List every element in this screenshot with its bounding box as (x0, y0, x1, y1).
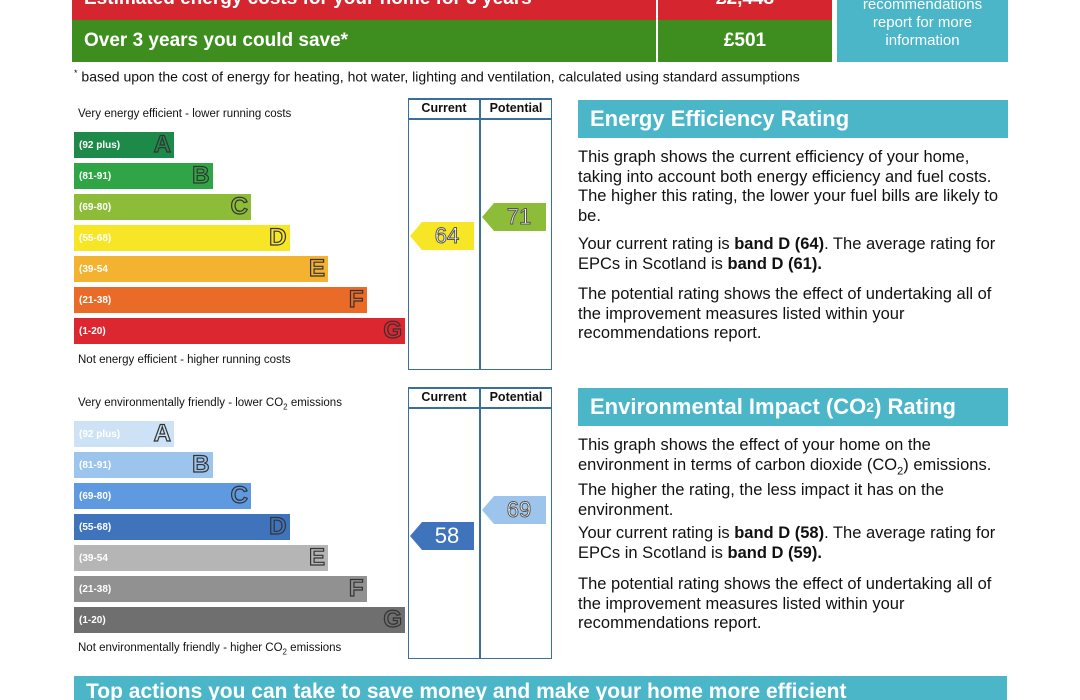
env-potential-arrow: 69 (482, 496, 546, 524)
energy-band-c: (69-80) C (74, 192, 251, 221)
env-paragraph-2: Your current rating is band D (58). The … (578, 524, 996, 562)
energy-band-range: (92 plus) (79, 139, 121, 151)
energy-potential-arrow: 71 (482, 203, 546, 231)
energy-current-value: 64 (434, 223, 460, 249)
env-band-range: (21-38) (79, 583, 112, 595)
footnote: * based upon the cost of energy for heat… (74, 68, 800, 85)
energy-band-letter: F (348, 285, 364, 313)
energy-band-f: (21-38) F (74, 285, 367, 314)
env-paragraph-3: The potential rating shows the effect of… (578, 575, 992, 632)
env-top-label: Very environmentally friendly - lower CO… (78, 397, 342, 412)
env-band-letter: B (192, 450, 211, 478)
env-paragraph-1: This graph shows the effect of your home… (578, 436, 992, 519)
energy-paragraph-3: The potential rating shows the effect of… (578, 285, 992, 342)
env-current-arrow: 58 (410, 522, 474, 550)
energy-current-arrow: 64 (410, 222, 474, 250)
env-band-range: (39-54 (79, 552, 108, 564)
energy-top-label: Very energy efficient - lower running co… (78, 108, 292, 120)
cost-row-savings-label: Over 3 years you could save* (72, 20, 656, 62)
env-band-f: (21-38) F (74, 574, 367, 603)
environmental-impact-chart: Current Potential Very environmentally f… (72, 387, 552, 662)
env-bottom-label: Not environmentally friendly - higher CO… (78, 642, 342, 657)
energy-band-e: (39-54 E (74, 254, 328, 283)
env-band-a: (92 plus) A (74, 419, 174, 448)
energy-band-range: (21-38) (79, 294, 112, 306)
energy-band-a: (92 plus) A (74, 130, 174, 159)
cost-row-savings-value: £501 (658, 20, 832, 62)
energy-col-potential: Potential (489, 101, 543, 115)
env-band-c: (69-80) C (74, 481, 251, 510)
energy-efficiency-chart: Current Potential Very energy efficient … (72, 98, 552, 373)
env-band-letter: G (383, 605, 403, 633)
energy-band-range: (55-68) (79, 232, 112, 244)
env-band-letter: F (348, 574, 364, 602)
cost-row-total: Estimated energy costs for your home for… (72, 0, 832, 20)
env-band-range: (1-20) (79, 614, 106, 626)
energy-band-letter: E (308, 254, 325, 282)
rec-line-2: report for more (872, 14, 973, 31)
energy-band-range: (1-20) (79, 325, 106, 337)
energy-heading: Energy Efficiency Rating (578, 100, 1008, 138)
energy-band-letter: G (383, 316, 403, 344)
energy-col-current: Current (421, 101, 467, 115)
energy-band-b: (81-91) B (74, 161, 213, 190)
energy-band-range: (81-91) (79, 170, 112, 182)
energy-paragraph-2: Your current rating is band D (64). The … (578, 235, 996, 273)
energy-band-letter: C (230, 192, 249, 220)
cost-row-savings: Over 3 years you could save* £501 (72, 20, 832, 62)
env-band-b: (81-91) B (74, 450, 213, 479)
env-band-range: (92 plus) (79, 428, 121, 440)
energy-band-d: (55-68) D (74, 223, 290, 252)
recommendations-note: recommendations report for more informat… (837, 0, 1008, 62)
energy-band-g: (1-20) G (74, 316, 405, 345)
env-current-value: 58 (434, 523, 460, 548)
env-heading: Environmental Impact (CO 2) Rating (578, 388, 1008, 426)
energy-band-range: (39-54 (79, 263, 108, 275)
env-band-e: (39-54 E (74, 543, 328, 572)
footnote-text: based upon the cost of energy for heatin… (81, 68, 800, 85)
energy-band-letter: D (269, 223, 288, 251)
env-band-range: (81-91) (79, 459, 112, 471)
env-band-letter: E (308, 543, 325, 571)
energy-band-letter: A (153, 130, 172, 158)
env-col-potential: Potential (489, 390, 543, 404)
cost-row-total-label: Estimated energy costs for your home for… (72, 0, 656, 20)
cost-row-total-value: £2,448 (658, 0, 832, 20)
env-band-letter: C (230, 481, 249, 509)
energy-paragraph-1: This graph shows the current efficiency … (578, 148, 999, 225)
env-band-letter: A (153, 419, 172, 447)
energy-band-letter: B (192, 161, 211, 189)
env-col-current: Current (421, 390, 467, 404)
top-actions-heading: Top actions you can take to save money a… (74, 676, 1007, 700)
env-band-range: (69-80) (79, 490, 112, 502)
env-band-d: (55-68) D (74, 512, 290, 541)
rec-line-3: information (885, 32, 960, 49)
energy-bottom-label: Not energy efficient - higher running co… (78, 354, 291, 366)
energy-potential-value: 71 (506, 204, 532, 230)
rec-line-1: recommendations (862, 0, 983, 13)
energy-band-range: (69-80) (79, 201, 112, 213)
env-potential-value: 69 (506, 497, 532, 523)
env-band-g: (1-20) G (74, 605, 405, 634)
env-band-range: (55-68) (79, 521, 112, 533)
env-band-letter: D (269, 512, 288, 540)
